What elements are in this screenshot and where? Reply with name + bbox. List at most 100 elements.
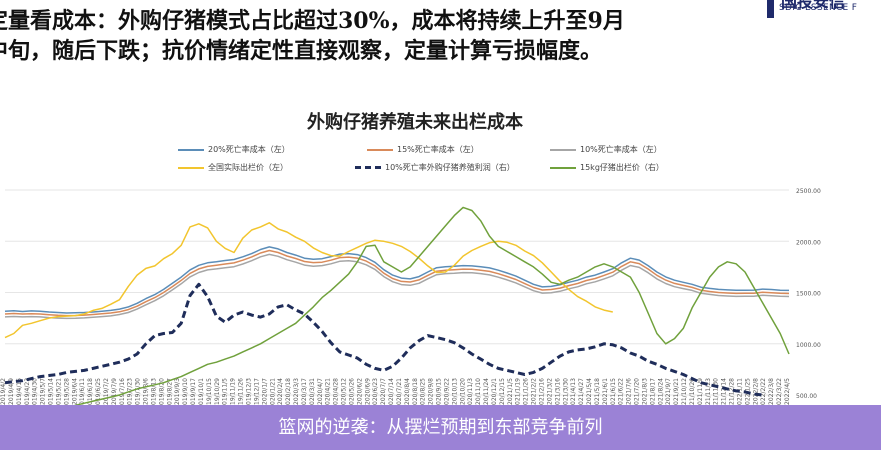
x-axis-tick-label: 2022/2/22 (760, 378, 767, 409)
x-axis-tick-label: 2020/7/14 (388, 378, 395, 409)
series-line-5 (4, 206, 790, 417)
x-axis-tick-label: 2019/7/2 (103, 378, 110, 405)
x-axis-tick-label: 2021/6/22 (618, 378, 625, 409)
x-axis-tick-label: 2020/6/2 (356, 378, 363, 405)
x-axis-tick-label: 2021/8/3 (641, 378, 648, 405)
x-axis-tick-label: 2019/4/9 (8, 378, 15, 405)
x-axis-tick-label: 2022/2/8 (752, 378, 759, 405)
x-axis-tick-label: 2020/1/21 (269, 378, 276, 409)
x-axis-tick-label: 2019/4/2 (0, 378, 7, 405)
x-axis-tick-label: 2019/6/25 (95, 378, 102, 409)
x-axis-tick-label: 2019/7/9 (111, 378, 118, 405)
x-axis-tick-label: 2021/1/5 (507, 378, 514, 405)
x-axis-tick-label: 2019/8/13 (150, 378, 157, 409)
legend-label-15pct: 15%死亡率成本（左） (397, 145, 479, 154)
x-axis-tick-label: 2019/9/3 (174, 378, 181, 405)
legend-swatch-profit (355, 166, 381, 169)
x-axis-tick-label: 2021/1/19 (515, 378, 522, 409)
legend-label-profit: 10%死亡率外购仔猪养殖利润（右） (385, 163, 515, 172)
x-axis-tick-label: 2021/4/13 (570, 378, 577, 409)
x-axis-tick-label: 2020/10/20 (459, 378, 466, 413)
x-axis-tick-label: 2021/6/1 (602, 378, 609, 405)
x-axis-tick-label: 2022/4/5 (784, 378, 791, 405)
x-axis-tick-label: 2019/12/17 (253, 378, 260, 413)
x-axis-tick-label: 2019/6/11 (79, 378, 86, 409)
right-axis-tick-label: 1500.00 (796, 291, 821, 298)
x-axis-tick-label: 2020/12/1 (491, 378, 498, 409)
legend-swatch-15pct (367, 148, 393, 151)
x-axis-tick-label: 2019/9/17 (190, 378, 197, 409)
x-axis-tick-label: 2020/9/22 (443, 378, 450, 409)
legend-item-10pct: 10%死亡率成本（左） (550, 144, 662, 155)
x-axis-tick-label: 2020/12/15 (499, 378, 506, 413)
x-axis-tick-label: 2021/3/30 (562, 378, 569, 409)
x-axis-tick-label: 2021/10/26 (689, 378, 696, 413)
right-axis-tick-label: 500.00 (796, 393, 817, 400)
x-axis-tick-label: 2021/11/30 (713, 378, 720, 413)
slide-headline: 定量看成本：外购仔猪模式占比超过30%，成本将持续上升至9月 中旬，随后下跌；抗… (0, 6, 625, 66)
x-axis-tick-label: 2021/5/4 (586, 378, 593, 405)
x-axis-tick-label: 2020/3/17 (301, 378, 308, 409)
x-axis-tick-label: 2019/5/7 (40, 378, 47, 405)
x-axis-tick-label: 2019/8/6 (143, 378, 150, 405)
chart-title: 外购仔猪养殖未来出栏成本 (307, 112, 523, 133)
x-axis-tick-label: 2019/5/28 (63, 378, 70, 409)
x-axis-tick-label: 2021/4/27 (578, 378, 585, 409)
legend-label-20pct: 20%死亡率成本（左） (208, 145, 290, 154)
right-axis-tick-label: 2500.00 (796, 188, 821, 195)
legend-swatch-actual-price (178, 166, 204, 169)
x-axis-tick-label: 2020/1/7 (261, 378, 268, 405)
x-axis-tick-label: 2021/1/26 (523, 378, 530, 409)
x-axis-tick-label: 2019/5/14 (48, 378, 55, 409)
x-axis-tick-label: 2020/2/18 (285, 378, 292, 409)
x-axis-tick-label: 2020/6/23 (372, 378, 379, 409)
x-axis-tick-label: 2020/10/13 (451, 378, 458, 413)
x-axis-tick-label: 2020/5/26 (348, 378, 355, 409)
legend-item-profit: 10%死亡率外购仔猪养殖利润（右） (355, 162, 515, 173)
series-line-0 (4, 246, 790, 314)
x-axis-tick-label: 2020/7/21 (396, 378, 403, 409)
x-axis-tick-label: 2020/11/10 (475, 378, 482, 413)
series-line-2 (4, 253, 790, 320)
x-axis-tick-label: 2019/5/21 (55, 378, 62, 409)
right-axis-tick-label: 2000.00 (796, 239, 821, 246)
x-axis-tick-label: 2020/4/28 (333, 378, 340, 409)
x-axis-tick-label: 2021/12/28 (729, 378, 736, 413)
legend-swatch-10pct (550, 148, 576, 151)
series-line-4 (4, 282, 763, 397)
x-axis-tick-label: 2019/11/26 (238, 378, 245, 413)
legend-swatch-20pct (178, 148, 204, 151)
x-axis-tick-label: 2020/4/7 (317, 378, 324, 405)
x-axis-tick-label: 2020/7/7 (380, 378, 387, 405)
x-axis-tick-label: 2019/8/20 (158, 378, 165, 409)
x-axis-tick-label: 2020/3/3 (293, 378, 300, 405)
x-axis-tick-label: 2019/4/30 (32, 378, 39, 409)
x-axis-tick-label: 2019/10/1 (198, 378, 205, 409)
logo-mark-icon (767, 0, 774, 18)
x-axis-tick-label: 2021/9/7 (665, 378, 672, 405)
x-axis-tick-label: 2021/3/16 (554, 378, 561, 409)
x-axis-tick-label: 2020/2/4 (277, 378, 284, 405)
company-logo: 国投安信 SDIC ESSENCE F (767, 0, 881, 20)
x-axis-tick-label: 2019/4/16 (16, 378, 23, 409)
x-axis-tick-label: 2020/8/25 (420, 378, 427, 409)
x-axis-tick-label: 2020/4/21 (325, 378, 332, 409)
x-axis-tick-label: 2021/9/21 (673, 378, 680, 409)
x-axis-tick-label: 2019/6/4 (71, 378, 78, 405)
x-axis-tick-label: 2021/8/17 (649, 378, 656, 409)
x-axis-tick-label: 2021/3/2 (546, 378, 553, 405)
x-axis-tick-label: 2021/2/2 (531, 378, 538, 405)
x-axis-tick-label: 2022/3/8 (768, 378, 775, 405)
x-axis-tick-label: 2020/6/9 (364, 378, 371, 405)
legend-swatch-piglet-price (550, 166, 576, 169)
x-axis-tick-label: 2021/11/9 (697, 378, 704, 409)
x-axis-tick-label: 2021/5/18 (594, 378, 601, 409)
x-axis-tick-label: 2020/5/12 (341, 378, 348, 409)
logo-english-name: SDIC ESSENCE F (779, 3, 858, 13)
x-axis-tick-label: 2019/11/5 (222, 378, 229, 409)
x-axis-tick-label: 2019/10/29 (214, 378, 221, 413)
x-axis-tick-label: 2020/11/3 (467, 378, 474, 409)
x-axis-tick-label: 2021/12/14 (721, 378, 728, 413)
x-axis-tick-label: 2022/1/11 (736, 378, 743, 409)
